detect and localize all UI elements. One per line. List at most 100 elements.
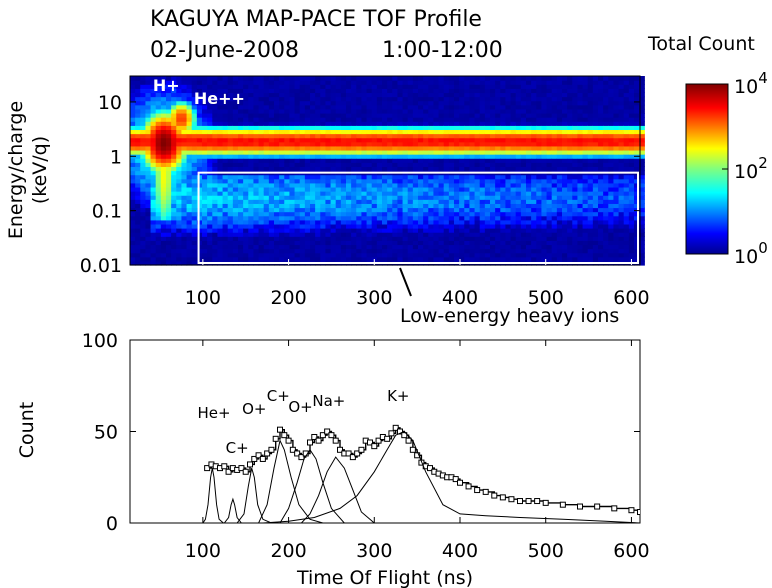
heatmap-cell — [592, 199, 599, 204]
heatmap-cell — [531, 207, 537, 213]
heatmap-cell — [191, 174, 198, 180]
heatmap-cell — [598, 199, 604, 204]
heatmap-cell — [361, 182, 368, 188]
heatmap-cell — [412, 92, 419, 98]
heatmap-cell — [412, 186, 419, 192]
heatmap-cell — [217, 211, 224, 217]
heatmap-cell — [145, 248, 152, 254]
heatmap-cell — [474, 236, 481, 241]
heatmap-cell — [150, 240, 157, 246]
heatmap-x-tick-label: 600 — [613, 287, 649, 309]
heatmap-cell — [155, 170, 162, 176]
heatmap-cell — [515, 100, 522, 106]
heatmap-cell — [304, 256, 311, 262]
series-marker — [637, 509, 640, 516]
heatmap-cell — [166, 199, 172, 204]
heatmap-cell — [546, 149, 553, 155]
heatmap-cell — [191, 223, 198, 229]
heatmap-cell — [418, 112, 424, 118]
heatmap-cell — [217, 145, 224, 151]
heatmap-cell — [448, 228, 455, 233]
heatmap-cell — [526, 149, 532, 155]
heatmap-cell — [634, 240, 640, 246]
heatmap-cell — [495, 240, 501, 246]
series-marker — [294, 450, 301, 457]
heatmap-cell — [572, 215, 579, 221]
heatmap-cell — [500, 215, 507, 221]
heatmap-cell — [505, 133, 512, 139]
heatmap-cell — [428, 232, 435, 237]
heatmap-cell — [495, 211, 501, 217]
heatmap-cell — [474, 207, 481, 213]
heatmap-cell — [433, 215, 440, 221]
heatmap-cell — [227, 240, 234, 246]
heatmap-cell — [222, 125, 229, 131]
heatmap-cell — [294, 137, 301, 143]
heatmap-cell — [582, 256, 589, 262]
heatmap-cell — [500, 199, 507, 204]
heatmap-cell — [222, 166, 229, 172]
heatmap-cell — [294, 96, 301, 102]
heatmap-cell — [567, 186, 573, 192]
heatmap-cell — [428, 112, 435, 118]
heatmap-cell — [130, 260, 136, 266]
heatmap-cell — [227, 154, 234, 159]
heatmap-cell — [253, 215, 260, 221]
heatmap-cell — [402, 158, 409, 163]
heatmap-cell — [464, 133, 471, 139]
heatmap-cell — [639, 199, 645, 204]
heatmap-cell — [515, 133, 522, 139]
heatmap-cell — [469, 108, 476, 114]
heatmap-cell — [356, 203, 363, 209]
heatmap-cell — [551, 240, 558, 246]
heatmap-cell — [567, 240, 573, 246]
heatmap-cell — [392, 182, 399, 188]
heatmap-cell — [371, 191, 378, 196]
heatmap-cell — [268, 211, 275, 217]
heatmap-cell — [186, 228, 193, 233]
heatmap-cell — [634, 84, 640, 89]
heatmap-cell — [459, 256, 465, 262]
heatmap-cell — [428, 162, 435, 167]
heatmap-cell — [330, 133, 337, 139]
heatmap-cell — [243, 158, 249, 163]
heatmap-cell — [577, 117, 584, 122]
heatmap-cell — [166, 203, 172, 209]
heatmap-cell — [330, 162, 337, 167]
heatmap-cell — [202, 88, 208, 94]
heatmap-cell — [603, 154, 609, 159]
heatmap-cell — [299, 76, 306, 81]
heatmap-cell — [150, 256, 157, 262]
heatmap-cell — [304, 133, 311, 139]
heatmap-cell — [253, 186, 260, 192]
heatmap-cell — [520, 108, 527, 114]
heatmap-cell — [315, 117, 321, 122]
heatmap-cell — [304, 80, 311, 85]
heatmap-cell — [423, 100, 429, 106]
heatmap-cell — [608, 166, 615, 172]
heatmap-cell — [191, 121, 198, 126]
heatmap-cell — [469, 207, 476, 213]
heatmap-cell — [299, 240, 306, 246]
heatmap-cell — [366, 129, 373, 135]
heatmap-cell — [526, 125, 532, 131]
heatmap-cell — [623, 84, 630, 89]
heatmap-cell — [356, 211, 363, 217]
heatmap-cell — [166, 76, 172, 81]
series-marker — [268, 446, 275, 453]
heatmap-cell — [639, 162, 645, 167]
heatmap-cell — [232, 178, 239, 184]
heatmap-cell — [176, 170, 183, 176]
heatmap-cell — [274, 256, 280, 262]
heatmap-cell — [546, 129, 553, 135]
line-ylabel: Count — [16, 402, 38, 458]
heatmap-cell — [340, 240, 347, 246]
heatmap-cell — [464, 92, 471, 98]
heatmap-cell — [130, 133, 136, 139]
heatmap-cell — [556, 145, 563, 151]
series-line-K-ion — [262, 430, 640, 523]
heatmap-cell — [572, 141, 579, 147]
heatmap-cell — [603, 240, 609, 246]
heatmap-cell — [479, 162, 486, 167]
